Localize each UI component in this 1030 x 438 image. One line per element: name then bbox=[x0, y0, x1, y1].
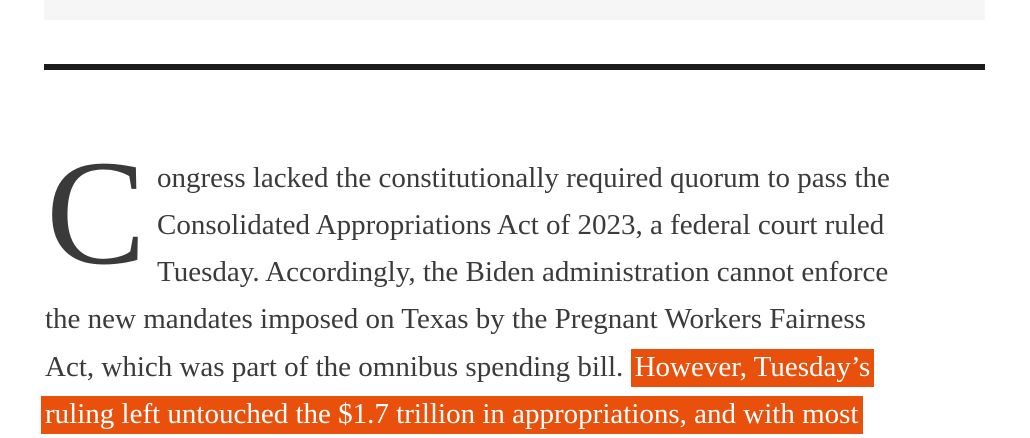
paragraph-line: Consolidated Appropriations Act of 2023,… bbox=[157, 209, 885, 241]
paragraph-line: Act, which was part of the omnibus spend… bbox=[45, 345, 875, 389]
top-banner-placeholder bbox=[44, 0, 985, 20]
paragraph-line: ongress lacked the constitutionally requ… bbox=[157, 162, 890, 194]
drop-cap: C bbox=[46, 130, 147, 296]
paragraph-line: ruling left untouched the $1.7 trillion … bbox=[41, 392, 863, 436]
section-divider bbox=[44, 64, 985, 70]
highlighted-text[interactable]: However, Tuesday’s bbox=[630, 349, 875, 387]
paragraph-line: the new mandates imposed on Texas by the… bbox=[45, 303, 866, 335]
highlighted-text[interactable]: ruling left untouched the $1.7 trillion … bbox=[41, 396, 863, 434]
paragraph-text: Act, which was part of the omnibus spend… bbox=[45, 351, 624, 383]
paragraph-line: Tuesday. Accordingly, the Biden administ… bbox=[157, 256, 889, 288]
